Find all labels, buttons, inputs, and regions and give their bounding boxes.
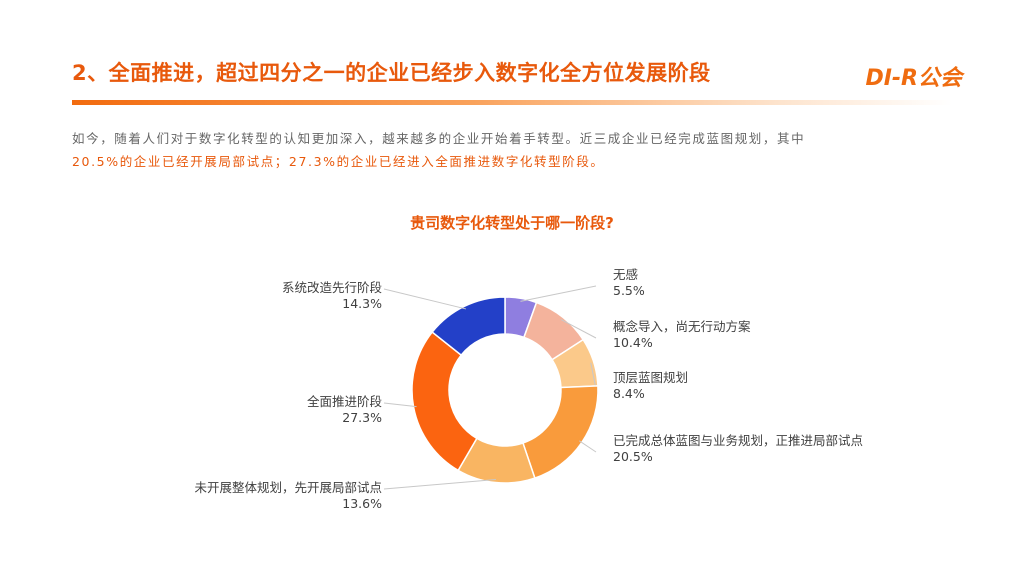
intro-line-2: 20.5%的企业已经开展局部试点；27.3%的企业已经进入全面推进数字化转型阶段… [72,154,605,169]
slice-value: 13.6% [342,496,382,511]
slice-label: 已完成总体蓝图与业务规划，正推进局部试点 [613,433,863,448]
intro-paragraph: 如今，随着人们对于数字化转型的认知更加深入，越来越多的企业开始着手转型。近三成企… [72,127,952,173]
leader-line [560,319,597,339]
leader-line [520,285,597,302]
slice-value: 8.4% [613,386,645,401]
leader-line [383,288,467,310]
page-title: 2、全面推进，超过四分之一的企业已经步入数字化全方位发展阶段 [72,61,711,85]
donut-slice [411,331,478,472]
slice-label: 未开展整体规划，先开展局部试点 [194,480,382,495]
title-divider [72,100,952,105]
leader-line [579,440,597,453]
leader-line [383,479,497,490]
slice-label: 系统改造先行阶段 [282,280,382,295]
slice-label: 无感 [613,267,638,282]
leader-line [590,362,597,390]
slice-value: 5.5% [613,283,645,298]
slice-label: 概念导入，尚无行动方案 [613,319,751,334]
slice-value: 20.5% [613,449,653,464]
leader-line [383,402,417,408]
slice-label: 顶层蓝图规划 [613,370,688,385]
chart-title: 贵司数字化转型处于哪一阶段? [410,214,614,232]
slice-label: 全面推进阶段 [307,394,382,409]
donut-slice [431,296,506,357]
slice-value: 27.3% [342,410,382,425]
donut-slice [522,385,599,480]
intro-line-1: 如今，随着人们对于数字化转型的认知更加深入，越来越多的企业开始着手转型。近三成企… [72,131,806,146]
slice-value: 14.3% [342,296,382,311]
slice-value: 10.4% [613,335,653,350]
brand-logo: DI-R公会 [865,66,962,91]
